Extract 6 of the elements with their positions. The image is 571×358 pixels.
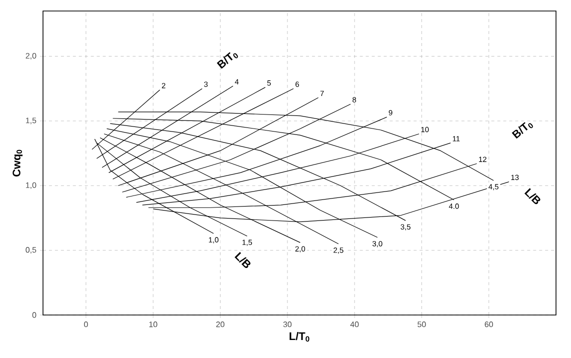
- annotation: L/B: [234, 252, 250, 268]
- annotation: B/T$_{0}$: [512, 122, 533, 139]
- y-axis-title: Cwq$_{0}$: [12, 150, 23, 176]
- annotation: L/B: [524, 188, 540, 204]
- x-axis-title: L/T$_{0}$: [290, 332, 310, 342]
- annotation: B/T$_{0}$: [216, 52, 238, 69]
